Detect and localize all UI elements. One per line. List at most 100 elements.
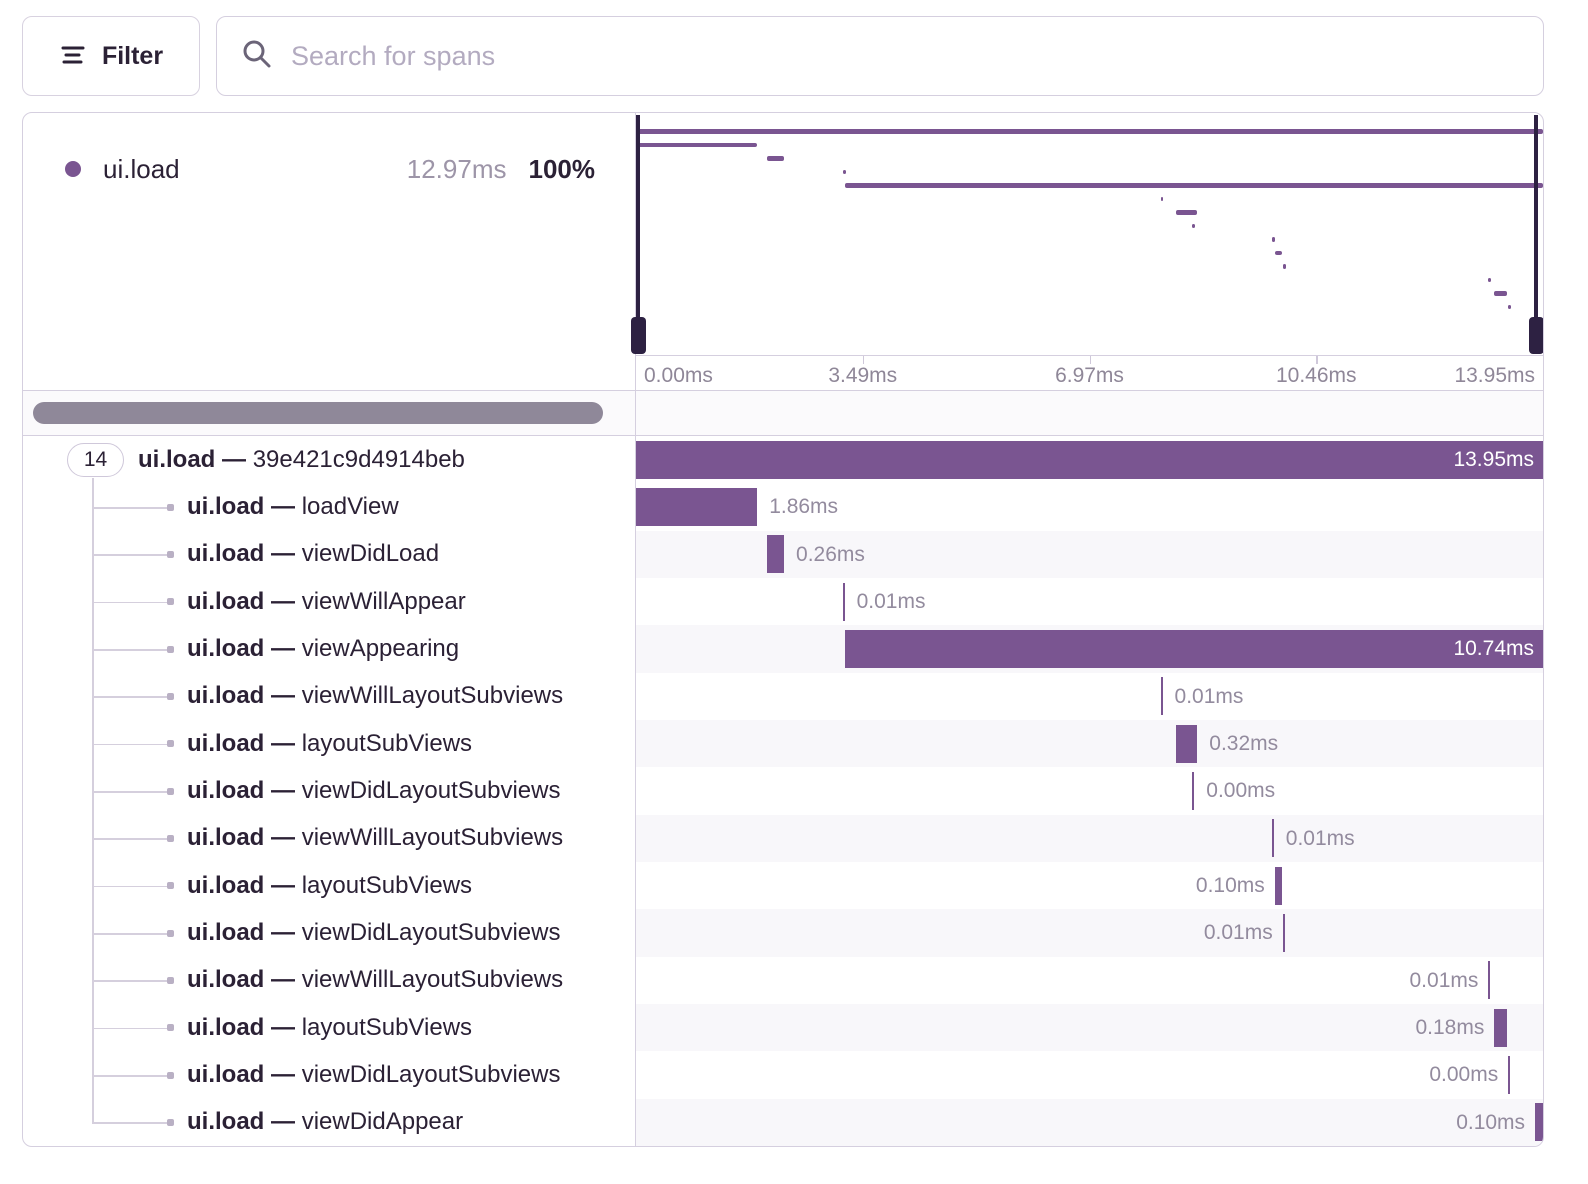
span-bar[interactable] bbox=[636, 488, 758, 527]
tree-scrollbar-thumb[interactable] bbox=[33, 402, 603, 425]
span-row-title-cell[interactable]: ui.load — viewWillLayoutSubviews bbox=[23, 673, 635, 720]
minimap-span-bar bbox=[767, 156, 784, 161]
span-row-timeline-cell[interactable]: 13.95ms bbox=[635, 436, 1543, 484]
span-row-timeline-cell[interactable]: 0.00ms bbox=[635, 1051, 1543, 1099]
span-bar[interactable] bbox=[842, 582, 845, 621]
scroll-row-right bbox=[635, 391, 1543, 436]
span-bar[interactable] bbox=[1535, 1103, 1543, 1142]
span-row-title-cell[interactable]: ui.load — layoutSubViews bbox=[23, 720, 635, 767]
span-row[interactable]: ui.load — viewAppearing 10.74ms bbox=[23, 625, 1543, 673]
span-row-title-cell[interactable]: ui.load — viewWillLayoutSubviews bbox=[23, 815, 635, 862]
span-row-title-cell[interactable]: ui.load — loadView bbox=[23, 483, 635, 530]
span-duration-label: 0.00ms bbox=[1206, 779, 1276, 803]
span-bar[interactable] bbox=[1508, 1056, 1511, 1095]
span-title: ui.load — viewDidLoad bbox=[187, 540, 440, 568]
search-input[interactable] bbox=[291, 40, 1519, 72]
span-row[interactable]: ui.load — viewDidLayoutSubviews 0.00ms bbox=[23, 1051, 1543, 1099]
span-bar[interactable] bbox=[1488, 961, 1491, 1000]
minimap[interactable] bbox=[631, 113, 1543, 355]
span-row[interactable]: 14 ui.load — 39e421c9d4914beb 13.95ms bbox=[23, 436, 1543, 484]
span-row-timeline-cell[interactable]: 0.26ms bbox=[635, 530, 1543, 579]
span-title: ui.load — viewWillLayoutSubviews bbox=[187, 966, 564, 994]
span-row-title-cell[interactable]: ui.load — viewDidLayoutSubviews bbox=[23, 1051, 635, 1098]
tree-branch-dot bbox=[167, 976, 174, 984]
span-row[interactable]: ui.load — viewDidLayoutSubviews 0.00ms bbox=[23, 767, 1543, 815]
tree-branch-dot bbox=[167, 1024, 174, 1032]
span-row[interactable]: ui.load — loadView 1.86ms bbox=[23, 483, 1543, 531]
axis-tick-label: 10.46ms bbox=[1275, 364, 1357, 387]
span-row-title-cell[interactable]: ui.load — viewDidLayoutSubviews bbox=[23, 767, 635, 814]
span-bar[interactable] bbox=[1176, 724, 1198, 763]
span-bar[interactable] bbox=[844, 630, 1543, 669]
filter-button[interactable]: Filter bbox=[22, 16, 200, 96]
span-row[interactable]: ui.load — viewDidLoad 0.26ms bbox=[23, 530, 1543, 579]
span-row-title-cell[interactable]: ui.load — viewWillAppear bbox=[23, 578, 635, 625]
span-row-timeline-cell[interactable]: 0.18ms bbox=[635, 1004, 1543, 1052]
span-duration-label: 10.74ms bbox=[1453, 637, 1534, 661]
span-duration-label: 0.01ms bbox=[1203, 921, 1273, 945]
span-row-timeline-cell[interactable]: 0.00ms bbox=[635, 767, 1543, 815]
span-row-title-cell[interactable]: ui.load — viewDidAppear bbox=[23, 1099, 635, 1146]
span-row-timeline-cell[interactable]: 0.10ms bbox=[635, 1098, 1543, 1146]
span-row[interactable]: ui.load — layoutSubViews 0.32ms bbox=[23, 720, 1543, 768]
span-duration-label: 1.86ms bbox=[769, 495, 839, 519]
minimap-span-bar bbox=[844, 183, 1543, 188]
span-title: ui.load — viewWillAppear bbox=[187, 587, 466, 615]
span-row[interactable]: ui.load — layoutSubViews 0.18ms bbox=[23, 1004, 1543, 1052]
tree-branch-dot bbox=[167, 503, 174, 511]
ops-breakdown: ui.load 12.97ms 100% bbox=[23, 113, 635, 390]
tree-branch-line bbox=[92, 885, 168, 888]
op-color-dot bbox=[65, 161, 81, 177]
span-bar[interactable] bbox=[636, 440, 1543, 479]
span-title: ui.load — viewWillLayoutSubviews bbox=[187, 824, 564, 852]
span-bar[interactable] bbox=[1274, 866, 1282, 905]
span-row-timeline-cell[interactable]: 0.01ms bbox=[635, 578, 1543, 626]
viewport-right-handle[interactable] bbox=[1529, 317, 1543, 354]
minimap-span-bar bbox=[1160, 196, 1164, 201]
span-count-badge[interactable]: 14 bbox=[67, 443, 124, 478]
span-title: ui.load — layoutSubViews bbox=[187, 729, 473, 757]
span-row-timeline-cell[interactable]: 0.01ms bbox=[635, 814, 1543, 863]
span-row[interactable]: ui.load — viewDidAppear 0.10ms bbox=[23, 1098, 1543, 1146]
span-duration-label: 0.26ms bbox=[796, 542, 865, 566]
span-duration-label: 0.10ms bbox=[1456, 1110, 1526, 1134]
span-row-title-cell[interactable]: ui.load — viewDidLoad bbox=[23, 531, 635, 578]
span-row[interactable]: ui.load — layoutSubViews 0.10ms bbox=[23, 862, 1543, 910]
span-row-title-cell[interactable]: ui.load — viewDidLayoutSubviews bbox=[23, 909, 635, 956]
minimap-span-bar bbox=[842, 169, 846, 174]
toolbar: Filter bbox=[22, 16, 1544, 96]
tree-trunk-line bbox=[92, 478, 94, 1123]
span-row-timeline-cell[interactable]: 0.01ms bbox=[635, 672, 1543, 721]
span-row[interactable]: ui.load — viewWillLayoutSubviews 0.01ms bbox=[23, 814, 1543, 863]
span-row-timeline-cell[interactable]: 0.01ms bbox=[635, 956, 1543, 1005]
span-duration-label: 0.18ms bbox=[1415, 1016, 1485, 1040]
span-row-timeline-cell[interactable]: 1.86ms bbox=[635, 483, 1543, 531]
span-row[interactable]: ui.load — viewDidLayoutSubviews 0.01ms bbox=[23, 909, 1543, 957]
span-row-timeline-cell[interactable]: 0.01ms bbox=[635, 909, 1543, 957]
span-bar[interactable] bbox=[767, 535, 784, 574]
span-row-title-cell[interactable]: ui.load — viewWillLayoutSubviews bbox=[23, 957, 635, 1004]
span-row[interactable]: ui.load — viewWillAppear 0.01ms bbox=[23, 578, 1543, 626]
span-bar[interactable] bbox=[1282, 914, 1285, 953]
span-bar[interactable] bbox=[1494, 1008, 1508, 1047]
viewport-left-handle[interactable] bbox=[631, 317, 646, 354]
span-row[interactable]: ui.load — viewWillLayoutSubviews 0.01ms bbox=[23, 956, 1543, 1005]
op-name: ui.load bbox=[103, 153, 180, 184]
span-bar[interactable] bbox=[1160, 677, 1163, 716]
filter-icon bbox=[59, 42, 87, 71]
span-tree: 14 ui.load — 39e421c9d4914beb 13.95ms ui.lo… bbox=[23, 436, 1543, 1146]
span-row[interactable]: ui.load — viewWillLayoutSubviews 0.01ms bbox=[23, 672, 1543, 721]
span-bar[interactable] bbox=[1271, 819, 1274, 858]
tree-scrollbar-track[interactable] bbox=[23, 391, 635, 436]
span-bar[interactable] bbox=[1192, 772, 1195, 811]
span-row-title-cell[interactable]: ui.load — layoutSubViews bbox=[23, 1004, 635, 1051]
span-row-timeline-cell[interactable]: 0.10ms bbox=[635, 862, 1543, 910]
viewport-right-line bbox=[1534, 115, 1538, 353]
op-summary-row[interactable]: ui.load 12.97ms 100% bbox=[23, 113, 635, 185]
span-row-title-cell[interactable]: 14 ui.load — 39e421c9d4914beb bbox=[23, 436, 635, 483]
span-row-title-cell[interactable]: ui.load — viewAppearing bbox=[23, 625, 635, 672]
span-row-timeline-cell[interactable]: 10.74ms bbox=[635, 625, 1543, 673]
span-row-timeline-cell[interactable]: 0.32ms bbox=[635, 720, 1543, 768]
span-row-title-cell[interactable]: ui.load — layoutSubViews bbox=[23, 862, 635, 909]
tree-branch-dot bbox=[167, 598, 174, 606]
